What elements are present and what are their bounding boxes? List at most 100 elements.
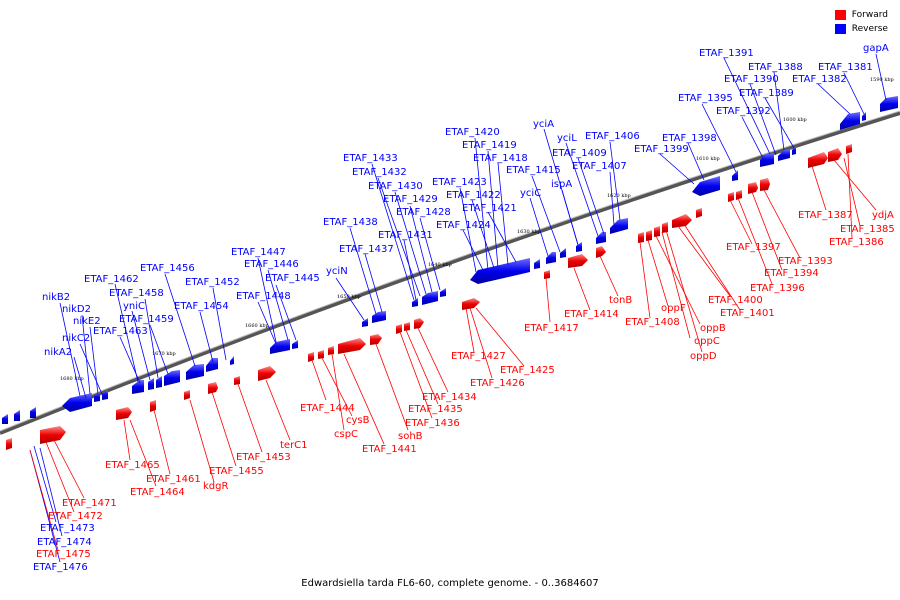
gene-reverse[interactable] <box>534 259 540 269</box>
gene-forward[interactable] <box>638 232 644 243</box>
gene-forward[interactable] <box>116 407 132 420</box>
gene-forward[interactable] <box>308 352 314 362</box>
gene-label[interactable]: ETAF_1386 <box>829 237 884 248</box>
gene-label[interactable]: ETAF_1394 <box>764 268 819 279</box>
gene-reverse[interactable] <box>372 311 386 323</box>
gene-reverse[interactable] <box>470 258 530 284</box>
gene-label[interactable]: ETAF_1418 <box>473 153 528 164</box>
gene-label[interactable]: ETAF_1463 <box>93 326 148 337</box>
gene-reverse[interactable] <box>14 410 20 421</box>
gene-label[interactable]: ETAF_1406 <box>585 131 640 142</box>
gene-label[interactable]: ETAF_1387 <box>798 210 853 221</box>
gene-label[interactable]: ETAF_1471 <box>62 498 117 509</box>
gene-label[interactable]: oppB <box>700 323 726 334</box>
gene-forward[interactable] <box>760 178 770 191</box>
gene-forward[interactable] <box>150 400 156 412</box>
gene-label[interactable]: ETAF_1435 <box>408 404 463 415</box>
gene-label[interactable]: yciL <box>557 133 577 144</box>
gene-reverse[interactable] <box>156 376 162 388</box>
gene-reverse[interactable] <box>596 232 606 244</box>
gene-label[interactable]: ETAF_1414 <box>564 309 619 320</box>
gene-label[interactable]: ETAF_1398 <box>662 133 717 144</box>
gene-label[interactable]: nikE2 <box>73 316 101 327</box>
gene-forward[interactable] <box>338 338 366 354</box>
gene-label[interactable]: ETAF_1401 <box>720 308 775 319</box>
gene-label[interactable]: yniC <box>123 301 145 312</box>
gene-reverse[interactable] <box>132 380 144 394</box>
gene-label[interactable]: ETAF_1472 <box>48 511 103 522</box>
gene-reverse[interactable] <box>862 112 866 121</box>
gene-forward[interactable] <box>696 208 702 218</box>
gene-reverse[interactable] <box>62 393 92 412</box>
gene-label[interactable]: ETAF_1388 <box>748 62 803 73</box>
gene-forward[interactable] <box>208 382 218 394</box>
gene-label[interactable]: ydjA <box>872 210 894 221</box>
gene-label[interactable]: oppF <box>661 303 686 314</box>
gene-label[interactable]: ETAF_1429 <box>383 194 438 205</box>
gene-forward[interactable] <box>328 346 334 355</box>
gene-label[interactable]: ETAF_1438 <box>323 217 378 228</box>
gene-reverse[interactable] <box>610 218 628 234</box>
gene-label[interactable]: nikA2 <box>44 347 72 358</box>
gene-forward[interactable] <box>544 270 550 279</box>
gene-label[interactable]: ETAF_1391 <box>699 48 754 59</box>
gene-reverse[interactable] <box>362 318 368 327</box>
gene-label[interactable]: yciC <box>520 188 541 199</box>
gene-label[interactable]: cspC <box>334 429 358 440</box>
gene-reverse[interactable] <box>576 242 582 252</box>
gene-label[interactable]: ETAF_1430 <box>368 181 423 192</box>
gene-reverse[interactable] <box>440 288 446 297</box>
gene-label[interactable]: ETAF_1444 <box>300 403 355 414</box>
gene-label[interactable]: ETAF_1423 <box>432 177 487 188</box>
gene-label[interactable]: ETAF_1397 <box>726 242 781 253</box>
gene-reverse[interactable] <box>692 176 720 196</box>
gene-forward[interactable] <box>728 192 734 202</box>
gene-label[interactable]: ETAF_1424 <box>436 220 491 231</box>
gene-reverse[interactable] <box>732 170 738 181</box>
gene-label[interactable]: ETAF_1415 <box>506 165 561 176</box>
gene-forward[interactable] <box>404 322 410 331</box>
gene-label[interactable]: yciN <box>326 266 348 277</box>
gene-label[interactable]: ETAF_1422 <box>446 190 501 201</box>
gene-label[interactable]: ETAF_1464 <box>130 487 185 498</box>
gene-label[interactable]: ETAF_1452 <box>185 277 240 288</box>
gene-reverse[interactable] <box>206 358 218 372</box>
gene-label[interactable]: ETAF_1428 <box>396 207 451 218</box>
gene-reverse[interactable] <box>148 378 154 390</box>
gene-reverse[interactable] <box>186 364 204 380</box>
gene-reverse[interactable] <box>760 153 774 167</box>
gene-forward[interactable] <box>258 366 276 381</box>
gene-label[interactable]: ETAF_1456 <box>140 263 195 274</box>
gene-reverse[interactable] <box>546 252 556 264</box>
gene-label[interactable]: gapA <box>863 43 889 54</box>
gene-label[interactable]: ispA <box>551 179 572 190</box>
gene-label[interactable]: ETAF_1465 <box>105 460 160 471</box>
gene-label[interactable]: nikD2 <box>62 304 91 315</box>
gene-forward[interactable] <box>234 376 240 385</box>
gene-label[interactable]: sohB <box>398 431 423 442</box>
gene-forward[interactable] <box>662 222 668 233</box>
gene-reverse[interactable] <box>94 392 100 402</box>
gene-forward[interactable] <box>568 254 588 268</box>
gene-reverse[interactable] <box>2 414 8 424</box>
gene-label[interactable]: ETAF_1425 <box>500 365 555 376</box>
gene-label[interactable]: ETAF_1445 <box>265 273 320 284</box>
gene-forward[interactable] <box>184 390 190 400</box>
gene-forward[interactable] <box>414 318 424 329</box>
gene-forward[interactable] <box>828 148 842 162</box>
gene-label[interactable]: nikB2 <box>42 292 70 303</box>
gene-label[interactable]: ETAF_1436 <box>405 418 460 429</box>
gene-forward[interactable] <box>462 298 480 310</box>
gene-reverse[interactable] <box>102 390 108 400</box>
gene-reverse[interactable] <box>230 356 234 365</box>
gene-label[interactable]: ETAF_1427 <box>451 351 506 362</box>
gene-reverse[interactable] <box>412 298 418 307</box>
gene-label[interactable]: ETAF_1447 <box>231 247 286 258</box>
gene-label[interactable]: tonB <box>609 295 632 306</box>
gene-forward[interactable] <box>748 182 758 194</box>
gene-label[interactable]: cysB <box>346 415 370 426</box>
gene-label[interactable]: ETAF_1400 <box>708 295 763 306</box>
gene-label[interactable]: ETAF_1389 <box>739 88 794 99</box>
gene-reverse[interactable] <box>840 112 860 130</box>
gene-label[interactable]: ETAF_1474 <box>37 537 92 548</box>
